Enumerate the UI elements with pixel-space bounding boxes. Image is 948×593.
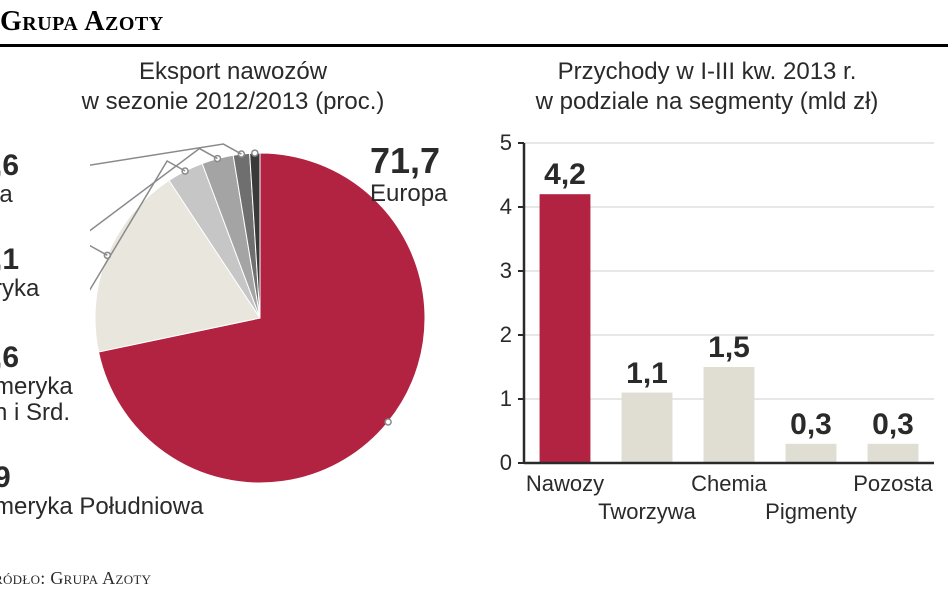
page-header: Grupa Azoty — [0, 0, 948, 47]
bar-title-line1: Przychody w I-III kw. 2013 r. — [558, 58, 857, 85]
pie-title-line1: Eksport nawozów — [139, 58, 327, 85]
pie-name-0: ja — [0, 182, 19, 208]
pie-name-1: ryka — [0, 276, 39, 302]
pie-label-2: ,6 meryka n i Srd. — [0, 341, 73, 427]
source-text: ródło: Grupa Azoty — [0, 568, 151, 588]
pie-name-3: meryka Południowa — [0, 494, 203, 520]
pie-label-3: 9 meryka Południowa — [0, 461, 203, 520]
bar-value: 4,2 — [535, 158, 595, 192]
bar-area: 012345 4,2Nawozy1,1Tworzywa1,5Chemia0,3P… — [484, 123, 944, 543]
pie-val-europa: 71,7 — [370, 141, 447, 181]
bar-category: Tworzywa — [592, 499, 702, 525]
svg-text:1: 1 — [500, 386, 512, 411]
pie-val-3: 9 — [0, 461, 203, 494]
pie-title-line2: w sezonie 2012/2013 (proc.) — [82, 88, 385, 115]
pie-val-1: ,1 — [0, 243, 39, 276]
content: Eksport nawozów w sezonie 2012/2013 (pro… — [0, 47, 948, 567]
pie-title: Eksport nawozów w sezonie 2012/2013 (pro… — [0, 57, 466, 117]
pie-name-europa: Europa — [370, 181, 447, 207]
pie-panel: Eksport nawozów w sezonie 2012/2013 (pro… — [0, 47, 474, 567]
pie-name-2b: n i Srd. — [0, 400, 73, 426]
bar-value: 0,3 — [863, 408, 923, 442]
pie-label-europa: 71,7 Europa — [370, 141, 447, 207]
bar-category: Nawozy — [510, 471, 620, 497]
pie-val-0: ,6 — [0, 149, 19, 182]
page-title: Grupa Azoty — [0, 6, 164, 37]
svg-text:5: 5 — [500, 130, 512, 155]
svg-text:4: 4 — [500, 194, 512, 219]
pie-name-2a: meryka — [0, 374, 73, 400]
bar-value: 1,1 — [617, 357, 677, 391]
bar-value: 1,5 — [699, 331, 759, 365]
bar-category: Pigmenty — [756, 499, 866, 525]
pie-area: 71,7 Europa ,6 ja ,1 ryka ,6 meryka n i … — [0, 123, 474, 553]
pie-label-1: ,1 ryka — [0, 243, 39, 302]
bar-category: Pozosta — [838, 471, 948, 497]
pie-val-2: ,6 — [0, 341, 73, 374]
pie-label-0: ,6 ja — [0, 149, 19, 208]
source-label: ródło: Grupa Azoty — [0, 568, 151, 589]
bar-title-line2: w podziale na segmenty (mld zł) — [536, 88, 879, 115]
svg-text:3: 3 — [500, 258, 512, 283]
bar-title: Przychody w I-III kw. 2013 r. w podziale… — [474, 57, 940, 117]
bar-value: 0,3 — [781, 408, 841, 442]
bar-category: Chemia — [674, 471, 784, 497]
bar-panel: Przychody w I-III kw. 2013 r. w podziale… — [474, 47, 948, 567]
svg-text:2: 2 — [500, 322, 512, 347]
